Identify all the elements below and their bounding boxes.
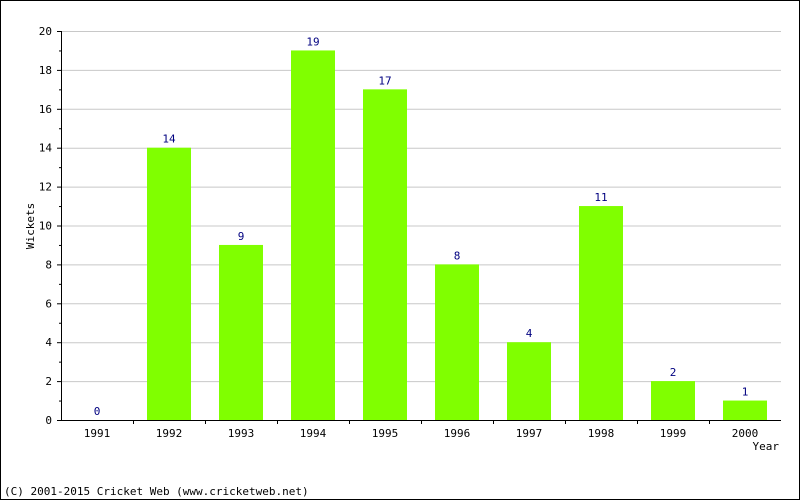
bar-1998 (579, 206, 623, 420)
data-label: 0 (94, 405, 101, 418)
data-label: 4 (526, 327, 533, 340)
y-tick-label: 16 (39, 103, 52, 116)
x-tick-label: 1993 (228, 427, 255, 440)
x-tick-label: 2000 (732, 427, 759, 440)
bar-1996 (435, 264, 479, 420)
x-tick-label: 1997 (516, 427, 543, 440)
y-axis-title: Wickets (24, 203, 37, 249)
y-tick-label: 10 (39, 220, 52, 233)
data-label: 11 (594, 191, 607, 204)
y-tick-label: 0 (45, 414, 52, 427)
x-tick-labels: 1991 1992 1993 1994 1995 1996 1997 1998 1999 2000 (84, 427, 759, 440)
axes-group (57, 31, 781, 424)
data-label: 19 (306, 35, 319, 48)
y-tick-label: 18 (39, 64, 52, 77)
y-tick-label: 2 (45, 375, 52, 388)
x-tick-label: 1999 (660, 427, 687, 440)
y-tick-label: 12 (39, 181, 52, 194)
data-label: 2 (670, 366, 677, 379)
bar-2000 (723, 400, 767, 420)
y-tick-label: 8 (45, 258, 52, 271)
x-tick-label: 1992 (156, 427, 183, 440)
bar-1994 (291, 50, 335, 420)
data-label: 1 (742, 386, 749, 399)
bar-1993 (219, 244, 263, 420)
data-label: 8 (454, 249, 461, 262)
x-tick-label: 1994 (300, 427, 327, 440)
data-label: 9 (238, 230, 245, 243)
y-tick-label: 14 (39, 142, 53, 155)
data-label: 17 (378, 74, 391, 87)
y-tick-labels: 0 2 4 6 8 10 12 14 16 18 20 (39, 25, 53, 427)
x-axis-title: Year (753, 440, 780, 453)
data-labels: 0 14 9 19 17 8 4 11 2 1 (94, 35, 749, 418)
x-tick-label: 1996 (444, 427, 471, 440)
x-tick-label: 1998 (588, 427, 615, 440)
data-label: 14 (162, 133, 176, 146)
bar-1999 (651, 381, 695, 420)
x-tick-label: 1991 (84, 427, 111, 440)
y-tick-label: 6 (45, 297, 52, 310)
bars-group (147, 50, 767, 420)
x-tick-label: 1995 (372, 427, 399, 440)
bar-1995 (363, 89, 407, 420)
y-tick-label: 4 (45, 336, 52, 349)
y-tick-label: 20 (39, 25, 52, 38)
bar-1992 (147, 147, 191, 420)
bar-1997 (507, 342, 551, 420)
copyright-credit: (C) 2001-2015 Cricket Web (www.cricketwe… (4, 485, 309, 498)
